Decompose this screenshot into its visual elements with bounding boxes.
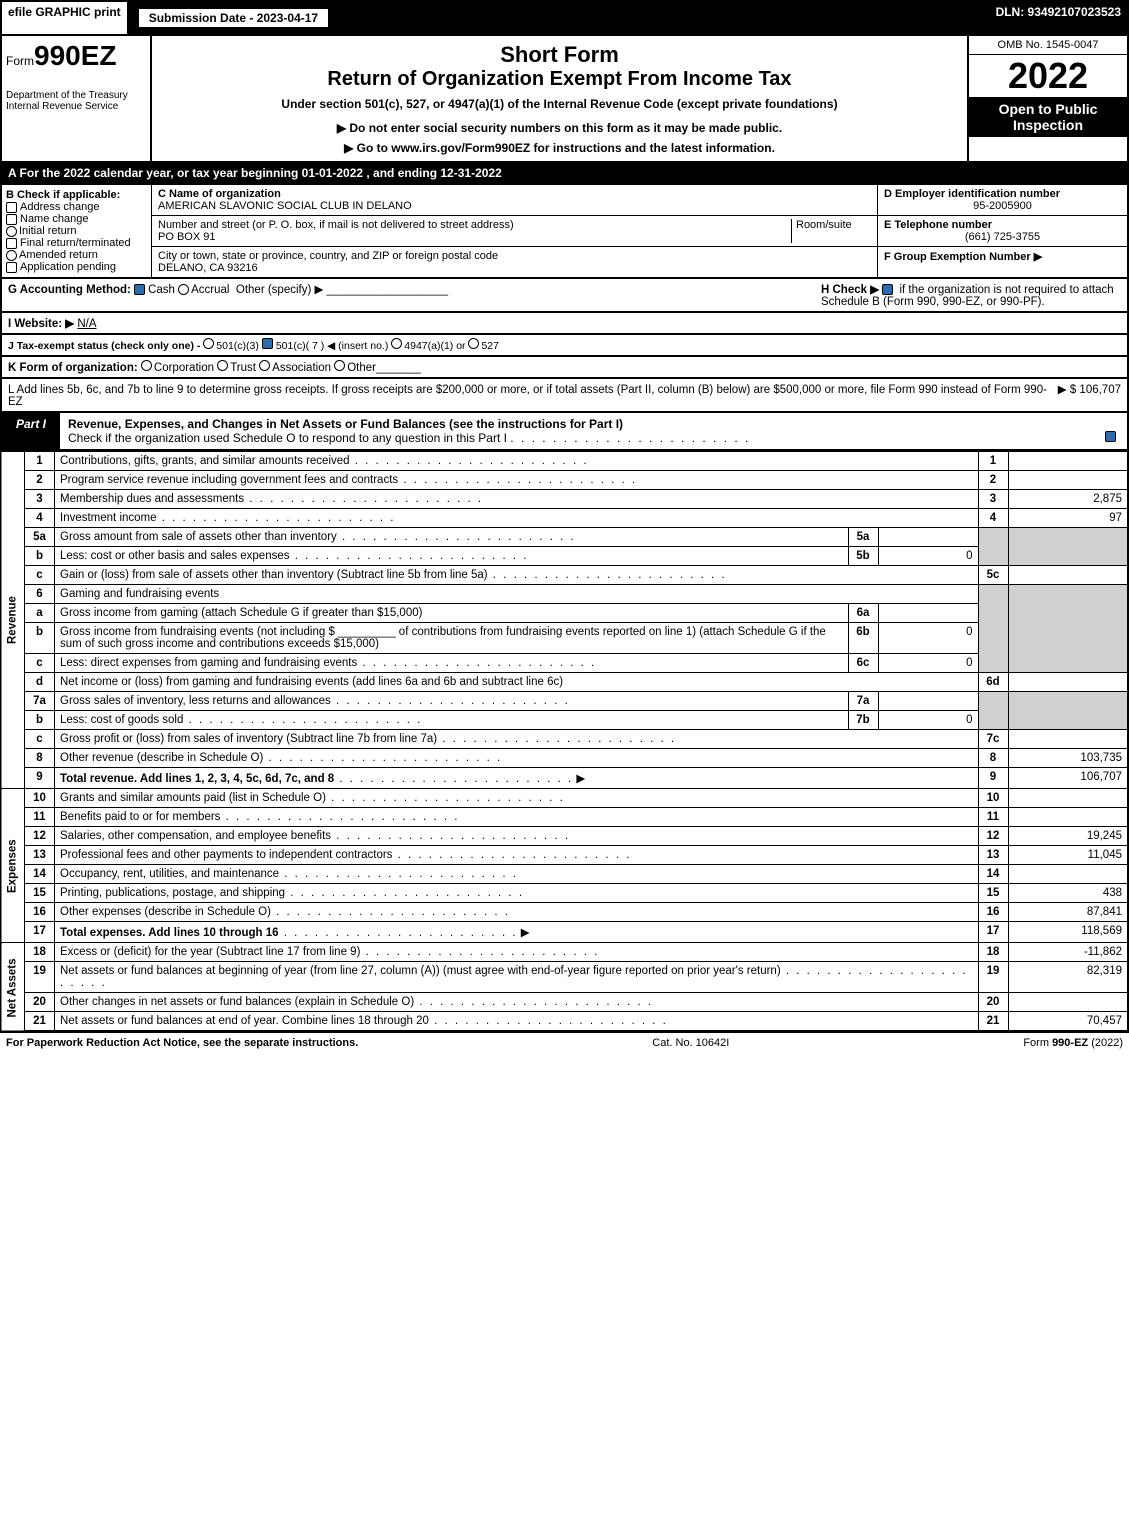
submission-date: Submission Date - 2023-04-17 [137,7,330,29]
row-g-h: G Accounting Method: Cash Accrual Other … [0,279,1129,313]
chk-accrual[interactable] [178,284,189,295]
c-name-label: C Name of organization [158,188,871,200]
irs-label: Internal Revenue Service [6,101,146,112]
tel-label: E Telephone number [884,219,1121,231]
section-def: D Employer identification number 95-2005… [877,185,1127,277]
return-title: Return of Organization Exempt From Incom… [158,68,961,91]
l-text: L Add lines 5b, 6c, and 7b to line 9 to … [8,384,1058,408]
part1-check: Check if the organization used Schedule … [68,431,507,445]
g-label: G Accounting Method: [8,284,131,296]
chk-final[interactable] [6,238,17,249]
ssn-warning: ▶ Do not enter social security numbers o… [158,121,961,135]
lines-table: Revenue 1Contributions, gifts, grants, a… [0,451,1129,1032]
ein-label: D Employer identification number [884,188,1121,200]
group-label: F Group Exemption Number ▶ [884,250,1121,263]
form-number: 990EZ [34,40,117,71]
chk-pending[interactable] [6,262,17,273]
tax-year: 2022 [969,55,1127,97]
omb-number: OMB No. 1545-0047 [969,36,1127,55]
section-b: B Check if applicable: Address change Na… [2,185,152,277]
chk-name[interactable] [6,214,17,225]
part1-bar: Part I Revenue, Expenses, and Changes in… [0,413,1129,451]
efile-label[interactable]: efile GRAPHIC print [2,2,129,34]
part1-title: Revenue, Expenses, and Changes in Net As… [68,417,623,431]
expenses-label: Expenses [1,789,25,943]
k-label: K Form of organization: [8,362,138,374]
h-label: H Check ▶ [821,284,879,296]
goto-link[interactable]: ▶ Go to www.irs.gov/Form990EZ for instru… [158,141,961,155]
i-label: I Website: ▶ [8,316,74,330]
chk-address[interactable] [6,202,17,213]
chk-amended[interactable] [6,250,17,261]
subtitle: Under section 501(c), 527, or 4947(a)(1)… [158,97,961,111]
row-j: J Tax-exempt status (check only one) - 5… [0,335,1129,357]
l-amount: ▶ $ 106,707 [1058,382,1121,396]
chk-527[interactable] [468,338,479,349]
revenue-label: Revenue [1,452,25,789]
chk-assoc[interactable] [259,360,270,371]
chk-initial[interactable] [6,226,17,237]
org-city: DELANO, CA 93216 [158,262,871,274]
room-label: Room/suite [791,219,871,243]
chk-4947[interactable] [391,338,402,349]
part1-tab: Part I [2,413,60,449]
dept-label: Department of the Treasury [6,90,146,101]
chk-other[interactable] [334,360,345,371]
line-a: A For the 2022 calendar year, or tax yea… [0,163,1129,185]
chk-501c[interactable] [262,338,273,349]
b-label: B Check if applicable: [6,189,147,201]
chk-schedb[interactable] [882,284,893,295]
chk-501c3[interactable] [203,338,214,349]
top-bar: efile GRAPHIC print Submission Date - 20… [0,0,1129,36]
j-label: J Tax-exempt status (check only one) - [8,340,200,352]
page-footer: For Paperwork Reduction Act Notice, see … [0,1032,1129,1053]
row-i: I Website: ▶ N/A [0,313,1129,335]
addr-label: Number and street (or P. O. box, if mail… [158,219,514,231]
footer-right: Form 990-EZ (2022) [1023,1037,1123,1049]
netassets-label: Net Assets [1,943,25,1032]
section-c: C Name of organization AMERICAN SLAVONIC… [152,185,877,277]
dln-label: DLN: 93492107023523 [990,2,1127,34]
form-prefix: Form [6,54,34,68]
website-value: N/A [77,318,96,330]
chk-trust[interactable] [217,360,228,371]
city-label: City or town, state or province, country… [158,250,871,262]
org-name: AMERICAN SLAVONIC SOCIAL CLUB IN DELANO [158,200,871,212]
short-form-title: Short Form [158,42,961,68]
row-k: K Form of organization: Corporation Trus… [0,357,1129,379]
chk-part1-o[interactable] [1105,431,1116,442]
footer-left: For Paperwork Reduction Act Notice, see … [6,1037,358,1049]
ein-value: 95-2005900 [884,200,1121,212]
chk-corp[interactable] [141,360,152,371]
row-l: L Add lines 5b, 6c, and 7b to line 9 to … [0,379,1129,413]
form-header: Form990EZ Department of the Treasury Int… [0,36,1129,163]
open-public-badge: Open to Public Inspection [969,97,1127,137]
tel-value: (661) 725-3755 [884,231,1121,243]
info-grid: B Check if applicable: Address change Na… [0,185,1129,279]
footer-mid: Cat. No. 10642I [652,1037,729,1049]
org-address: PO BOX 91 [158,231,791,243]
chk-cash[interactable] [134,284,145,295]
